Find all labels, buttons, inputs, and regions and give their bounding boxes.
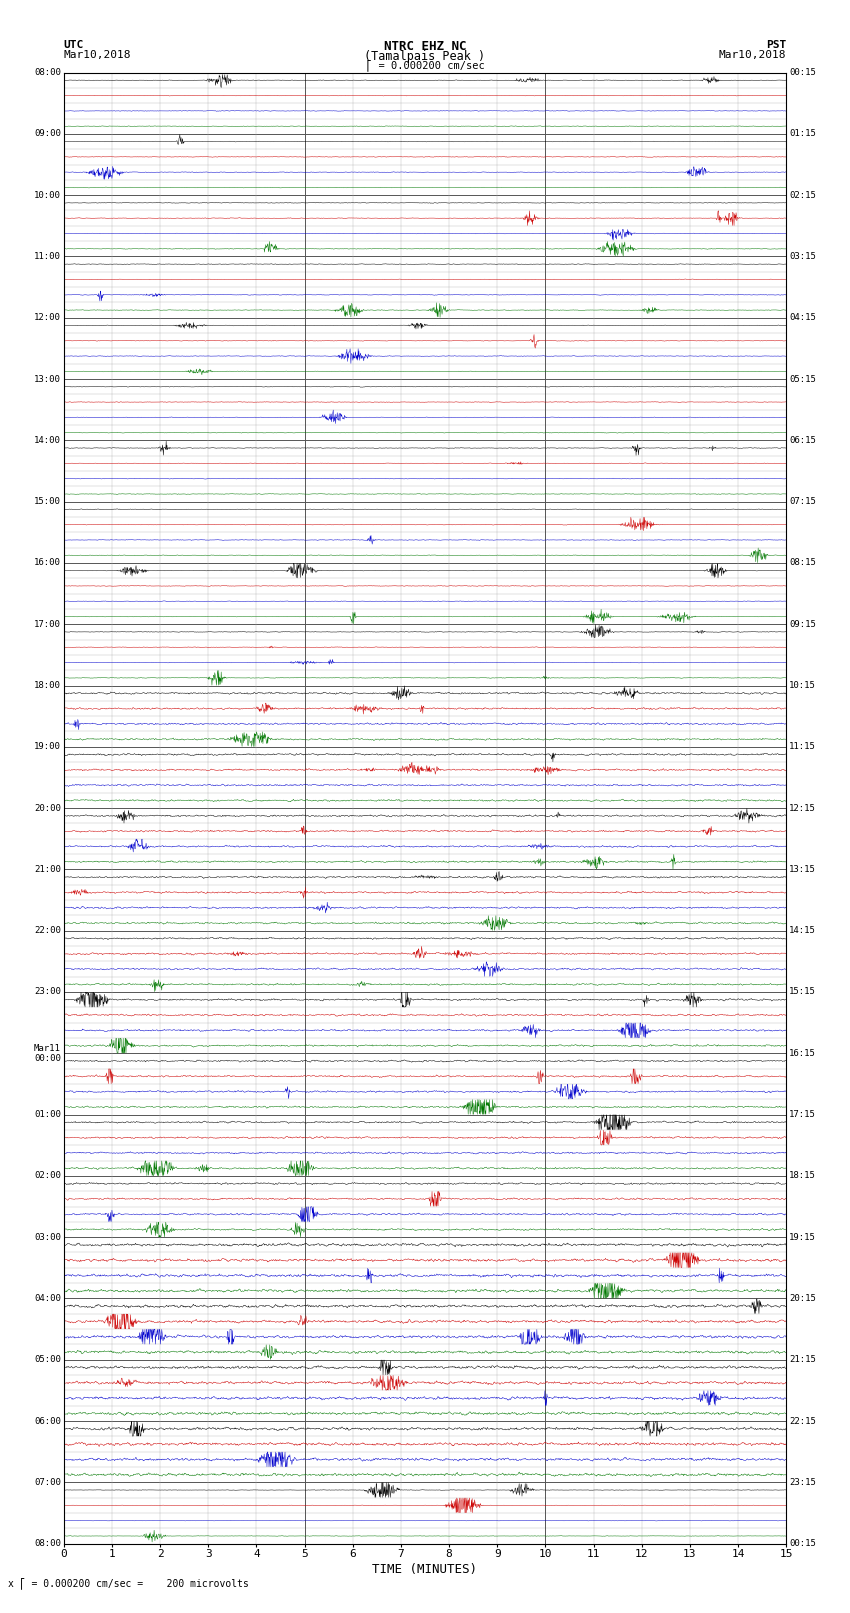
Text: x ⎡ = 0.000200 cm/sec =    200 microvolts: x ⎡ = 0.000200 cm/sec = 200 microvolts — [8, 1578, 249, 1589]
Text: Mar10,2018: Mar10,2018 — [719, 50, 786, 60]
X-axis label: TIME (MINUTES): TIME (MINUTES) — [372, 1563, 478, 1576]
Text: UTC: UTC — [64, 40, 84, 50]
Text: PST: PST — [766, 40, 786, 50]
Text: ⎡ = 0.000200 cm/sec: ⎡ = 0.000200 cm/sec — [366, 60, 484, 71]
Text: (Tamalpais Peak ): (Tamalpais Peak ) — [365, 50, 485, 63]
Text: NTRC EHZ NC: NTRC EHZ NC — [383, 40, 467, 53]
Text: Mar10,2018: Mar10,2018 — [64, 50, 131, 60]
